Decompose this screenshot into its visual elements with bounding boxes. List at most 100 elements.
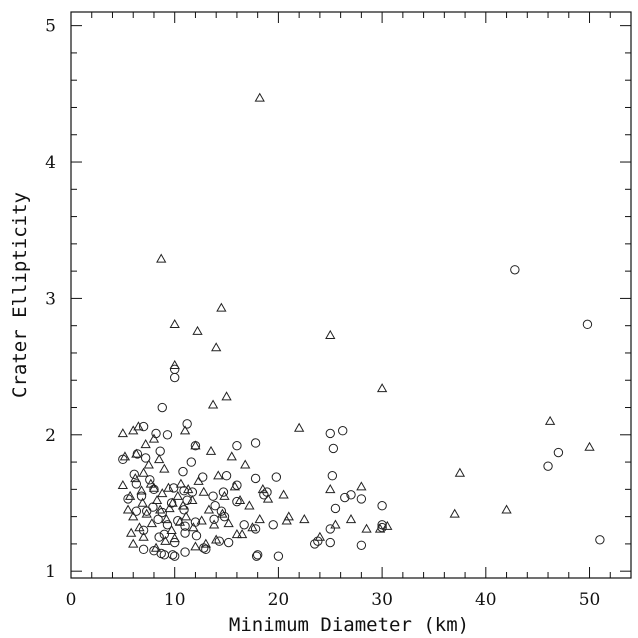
triangle-point	[188, 522, 199, 532]
triangle-point	[131, 448, 142, 458]
triangle-point	[278, 489, 289, 499]
circle-point	[325, 524, 335, 534]
triangle-point	[356, 481, 367, 491]
circle-point	[159, 529, 170, 540]
circle-point	[252, 550, 263, 560]
y-tick-label: 2	[45, 426, 56, 446]
circle-point	[182, 419, 192, 429]
circle-point	[208, 491, 218, 501]
circle-point	[209, 514, 219, 525]
circle-point	[232, 480, 242, 490]
x-tick-label: 20	[268, 590, 290, 610]
triangle-point	[281, 515, 292, 525]
triangle-point	[148, 433, 160, 443]
circle-point	[313, 536, 323, 546]
triangle-point	[361, 523, 372, 533]
circle-point	[377, 501, 387, 511]
triangle-point	[138, 467, 149, 477]
triangle-point	[146, 518, 158, 528]
circle-point	[250, 473, 261, 484]
circle-point	[327, 471, 338, 481]
circle-point	[180, 528, 190, 538]
circle-point	[123, 494, 133, 504]
circle-point	[250, 524, 261, 534]
triangle-point	[148, 482, 160, 492]
circle-point	[232, 441, 242, 451]
triangle-point	[211, 534, 222, 544]
circle-point	[167, 550, 178, 560]
circle-point	[149, 484, 159, 495]
circle-point	[153, 514, 163, 525]
circle-point	[356, 540, 367, 550]
data-points	[117, 92, 605, 561]
circle-point	[223, 537, 234, 548]
triangle-point	[117, 479, 129, 489]
x-tick-label: 50	[579, 590, 601, 610]
circle-point	[356, 494, 367, 504]
y-axis-title: Crater Ellipticity	[9, 192, 31, 398]
circle-point	[170, 551, 180, 561]
circle-point	[186, 457, 196, 467]
triangle-point	[231, 529, 243, 539]
triangle-point	[213, 470, 224, 480]
circle-point	[219, 511, 230, 522]
circle-point	[262, 487, 272, 497]
circle-point	[340, 492, 350, 503]
triangle-point	[153, 454, 165, 464]
circle-point	[377, 520, 387, 530]
circle-point	[180, 521, 190, 531]
circle-point	[179, 486, 189, 496]
circle-point	[154, 532, 164, 542]
circle-point	[328, 443, 339, 454]
circle-point	[118, 454, 128, 465]
triangle-point	[293, 422, 305, 432]
circle-point	[377, 522, 387, 533]
triangle-point	[161, 514, 172, 524]
circle-point	[168, 483, 179, 493]
triangle-point	[137, 497, 148, 507]
triangle-point	[166, 524, 177, 534]
triangle-point	[130, 473, 141, 483]
circle-point	[271, 472, 282, 482]
circle-point	[510, 265, 520, 275]
circle-point	[310, 539, 320, 549]
circle-point	[595, 535, 605, 545]
circle-point	[198, 472, 208, 482]
circle-point	[140, 453, 151, 463]
circle-point	[250, 438, 261, 448]
circle-point	[138, 525, 149, 535]
circle-point	[157, 507, 167, 518]
circle-point	[553, 447, 564, 458]
circle-point	[170, 537, 180, 548]
circle-point	[543, 461, 553, 471]
triangle-point	[187, 494, 198, 504]
circle-point	[155, 446, 165, 456]
circle-point	[142, 506, 152, 516]
triangle-point	[216, 302, 227, 312]
triangle-point	[177, 500, 189, 510]
x-tick-label: 10	[164, 590, 186, 610]
triangle-point	[226, 451, 237, 461]
triangle-point	[192, 325, 203, 335]
triangle-point	[156, 253, 167, 263]
triangle-point	[217, 508, 228, 518]
circle-point	[325, 537, 335, 548]
triangle-point	[205, 445, 217, 455]
circle-point	[162, 430, 173, 440]
triangle-point	[122, 504, 134, 514]
triangle-point	[160, 535, 171, 545]
triangle-point	[234, 494, 246, 504]
circle-point	[210, 501, 220, 511]
triangle-point	[190, 440, 201, 450]
circle-point	[214, 536, 224, 546]
triangle-point	[138, 531, 149, 541]
circle-point	[138, 421, 149, 432]
triangle-point	[151, 494, 163, 504]
circle-point	[180, 547, 190, 557]
triangle-point	[244, 500, 255, 510]
triangle-point	[254, 92, 265, 102]
circle-point	[157, 402, 167, 413]
circle-point	[136, 491, 147, 501]
circle-point	[131, 479, 142, 489]
